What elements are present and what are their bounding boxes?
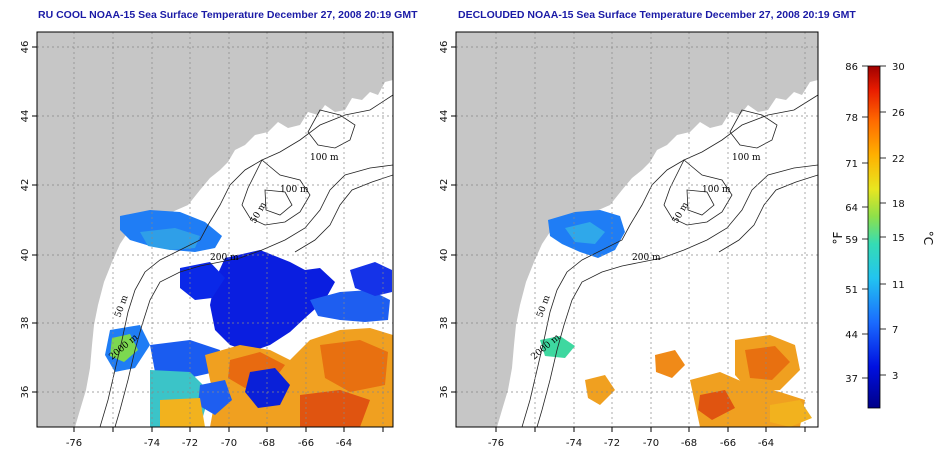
y-tick-label: 46 bbox=[439, 41, 450, 54]
contour-label: 100 m bbox=[280, 185, 309, 195]
land-mass bbox=[456, 32, 818, 427]
x-tick-label: -72 bbox=[604, 438, 620, 449]
x-tick-label: -72 bbox=[182, 438, 198, 449]
contour-label: 200 m bbox=[632, 253, 661, 263]
colorbar-f-tick: 37 bbox=[845, 374, 858, 385]
x-tick-label: -76 bbox=[66, 438, 82, 449]
contour-label: 100 m bbox=[702, 185, 731, 195]
y-tick-label: 40 bbox=[20, 249, 31, 262]
colorbar-c-tick: 15 bbox=[892, 233, 905, 244]
x-tick-label: -68 bbox=[259, 438, 275, 449]
colorbar-c-tick: 22 bbox=[892, 154, 905, 165]
colorbar-c-tick: 7 bbox=[892, 325, 898, 336]
y-tick-label: 36 bbox=[439, 386, 450, 399]
colorbar-f-tick: 71 bbox=[845, 159, 858, 170]
y-tick-label: 44 bbox=[439, 110, 450, 123]
y-tick-label: 44 bbox=[20, 110, 31, 123]
colorbar: 86 78 71 64 59 51 44 37 30 26 22 18 15 1… bbox=[831, 62, 935, 409]
colorbar-unit-f: °F bbox=[831, 231, 845, 244]
colorbar-c-tick: 30 bbox=[892, 62, 905, 73]
colorbar-f-tick: 59 bbox=[845, 235, 858, 246]
land-mass bbox=[37, 32, 393, 427]
colorbar-f-tick: 51 bbox=[845, 285, 858, 296]
colorbar-c-tick: 3 bbox=[892, 371, 898, 382]
map-title-right: DECLOUDED NOAA-15 Sea Surface Temperatur… bbox=[458, 9, 856, 21]
y-tick-label: 42 bbox=[439, 179, 450, 192]
y-tick-label: 38 bbox=[20, 317, 31, 330]
contour-label: 100 m bbox=[310, 153, 339, 163]
x-tick-label: -64 bbox=[336, 438, 352, 449]
y-tick-label: 40 bbox=[439, 249, 450, 262]
colorbar-c-tick: 18 bbox=[892, 199, 905, 210]
colorbar-f-tick: 44 bbox=[845, 330, 858, 341]
x-tick-label: -64 bbox=[758, 438, 774, 449]
x-tick-label: -74 bbox=[566, 438, 582, 449]
sst-map-left: 100 m 100 m 50 m 200 m 50 m 2000 m -76 -… bbox=[20, 31, 394, 449]
colorbar-f-tick: 78 bbox=[845, 113, 858, 124]
colorbar-f-tick: 86 bbox=[845, 62, 858, 73]
colorbar-gradient bbox=[867, 65, 881, 409]
colorbar-c-tick: 26 bbox=[892, 108, 905, 119]
x-tick-label: -74 bbox=[144, 438, 160, 449]
colorbar-unit-c: °C bbox=[921, 231, 935, 245]
x-tick-label: -66 bbox=[298, 438, 314, 449]
y-tick-label: 38 bbox=[439, 317, 450, 330]
sst-map-right: 100 m 100 m 50 m 200 m 50 m 2000 m -76 -… bbox=[439, 31, 819, 449]
x-tick-label: -68 bbox=[681, 438, 697, 449]
contour-label: 100 m bbox=[732, 153, 761, 163]
y-tick-label: 46 bbox=[20, 41, 31, 54]
x-tick-label: -70 bbox=[643, 438, 659, 449]
y-tick-label: 36 bbox=[20, 386, 31, 399]
y-tick-label: 42 bbox=[20, 179, 31, 192]
x-tick-label: -66 bbox=[720, 438, 736, 449]
map-title-left: RU COOL NOAA-15 Sea Surface Temperature … bbox=[38, 9, 418, 21]
colorbar-f-tick: 64 bbox=[845, 203, 858, 214]
x-tick-label: -70 bbox=[221, 438, 237, 449]
x-tick-label: -76 bbox=[488, 438, 504, 449]
colorbar-c-tick: 11 bbox=[892, 280, 905, 291]
contour-label: 200 m bbox=[210, 253, 239, 263]
